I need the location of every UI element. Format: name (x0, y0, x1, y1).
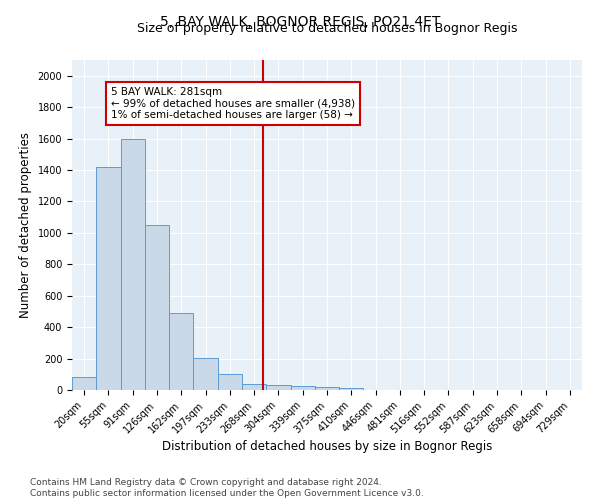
Bar (290, 386, 315, 390)
Bar (242, 384, 266, 390)
Bar (315, 387, 339, 390)
Bar (193, 358, 218, 390)
Bar (169, 313, 193, 390)
Text: 5 BAY WALK: 281sqm
← 99% of detached houses are smaller (4,938)
1% of semi-detac: 5 BAY WALK: 281sqm ← 99% of detached hou… (111, 86, 355, 120)
Bar (145, 225, 169, 390)
Bar (72, 378, 96, 390)
Bar (96, 167, 121, 390)
Y-axis label: Number of detached properties: Number of detached properties (19, 132, 32, 318)
Text: Contains HM Land Registry data © Crown copyright and database right 2024.
Contai: Contains HM Land Registry data © Crown c… (30, 478, 424, 498)
Bar (121, 138, 145, 390)
Bar (266, 384, 290, 390)
X-axis label: Distribution of detached houses by size in Bognor Regis: Distribution of detached houses by size … (162, 440, 492, 454)
Title: Size of property relative to detached houses in Bognor Regis: Size of property relative to detached ho… (137, 22, 517, 35)
Bar (218, 374, 242, 390)
Text: 5, BAY WALK, BOGNOR REGIS, PO21 4ET: 5, BAY WALK, BOGNOR REGIS, PO21 4ET (160, 15, 440, 29)
Bar (339, 388, 364, 390)
